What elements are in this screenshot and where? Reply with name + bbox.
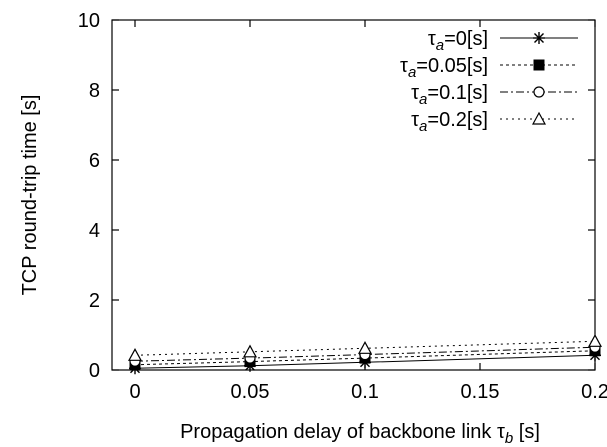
data-point-series-3 xyxy=(127,348,143,361)
x-tick-label: 0.15 xyxy=(461,381,500,403)
x-axis-label-symbol: τ xyxy=(497,421,505,443)
y-axis-label: TCP round-trip time [s] xyxy=(19,95,41,296)
x-axis-label-main: Propagation delay of backbone link xyxy=(180,421,497,443)
y-tick-label: 2 xyxy=(89,290,100,312)
data-point-series-3 xyxy=(587,334,603,347)
y-tick-label: 0 xyxy=(89,360,100,382)
legend-label: τa=0.2[s] xyxy=(411,109,488,135)
x-tick-label: 0 xyxy=(129,381,140,403)
data-point-series-3 xyxy=(242,344,258,358)
legend-marker xyxy=(533,59,545,71)
y-tick-label: 4 xyxy=(89,220,100,242)
legend-marker xyxy=(533,32,545,44)
y-tick-label: 8 xyxy=(89,80,100,102)
legend-label: τa=0.05[s] xyxy=(400,55,488,81)
legend-marker xyxy=(531,111,547,125)
y-tick-label: 6 xyxy=(89,150,100,172)
series-line-2 xyxy=(134,346,596,362)
legend-label: τa=0.1[s] xyxy=(411,82,488,108)
x-tick-label: 0.2 xyxy=(581,381,607,403)
legend-marker xyxy=(533,86,545,98)
plot-frame xyxy=(111,19,596,371)
x-axis-ticks: 0 0.05 0.1 0.15 0.2 xyxy=(129,20,607,403)
series-line-0 xyxy=(134,354,596,369)
x-axis-label-unit: [s] xyxy=(513,421,540,443)
x-tick-label: 0.1 xyxy=(351,381,379,403)
legend-label: τa=0[s] xyxy=(428,28,488,54)
legend: τa=0[s]τa=0.05[s]τa=0.1[s]τa=0.2[s] xyxy=(400,28,578,135)
x-axis-label-sub: b xyxy=(505,430,513,447)
series-markers xyxy=(127,334,603,375)
y-axis-ticks: 0 2 4 6 8 10 xyxy=(78,10,595,382)
series-lines xyxy=(134,340,596,369)
y-tick-label: 10 xyxy=(78,10,100,32)
x-tick-label: 0.05 xyxy=(231,381,270,403)
data-point-series-3 xyxy=(357,341,373,354)
x-axis-label: Propagation delay of backbone link τb [s… xyxy=(180,421,540,447)
